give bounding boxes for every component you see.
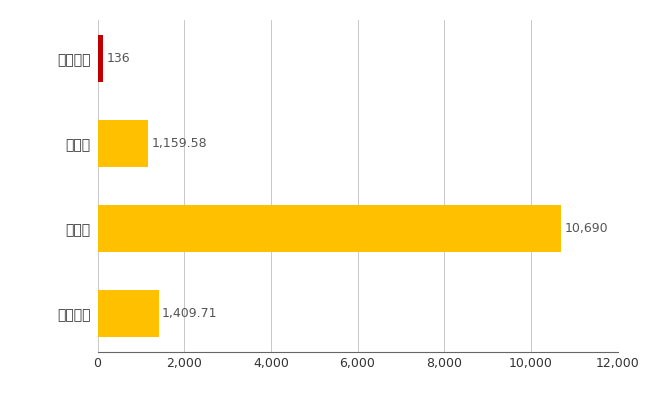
- Bar: [98, 35, 103, 82]
- Text: 136: 136: [107, 52, 131, 65]
- Bar: [98, 205, 561, 252]
- Text: 10,690: 10,690: [564, 222, 608, 235]
- Text: 1,409.71: 1,409.71: [162, 307, 218, 320]
- Text: 1,159.58: 1,159.58: [151, 137, 207, 150]
- Bar: [98, 290, 159, 337]
- Bar: [98, 120, 148, 167]
